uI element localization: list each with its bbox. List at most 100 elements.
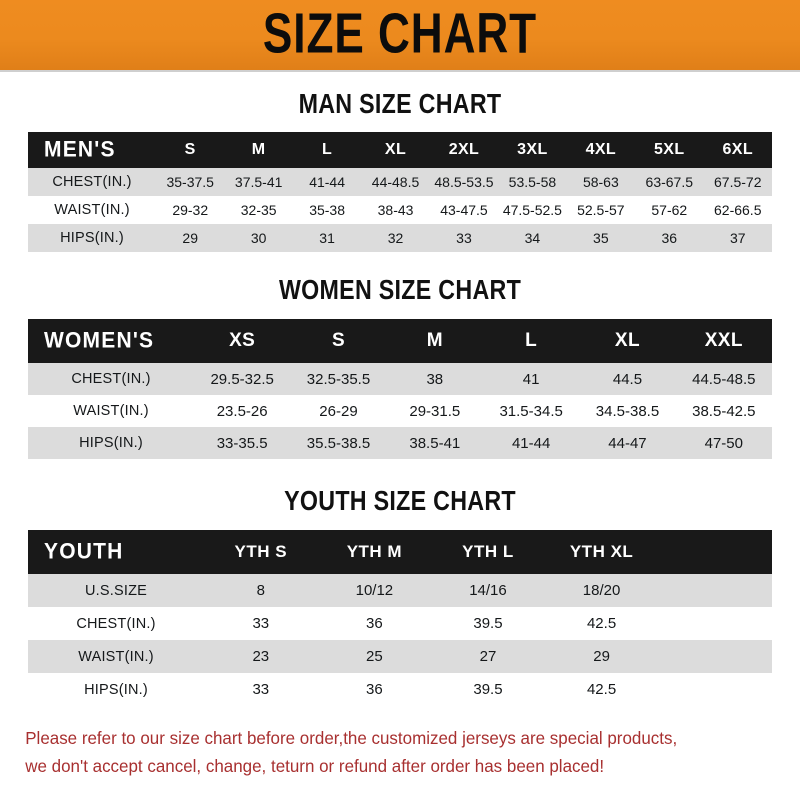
table-cell: 33-35.5: [216, 434, 268, 452]
women-size-table: WOMEN'S XS S M L XL XXL CHEST(IN.) 29.5-…: [28, 319, 772, 459]
table-cell: 67.5-72: [714, 174, 762, 190]
women-col-header: XXL: [704, 330, 743, 351]
table-row: U.S.SIZE 8 10/12 14/16 18/20: [28, 574, 772, 607]
table-cell: 44-47: [608, 434, 647, 452]
order-policy-line-1: Please refer to our size chart before or…: [25, 728, 678, 748]
order-policy-line-2: we don't accept cancel, change, teturn o…: [25, 756, 605, 776]
table-cell: 44.5-48.5: [692, 370, 756, 388]
table-cell: 38-43: [377, 202, 414, 218]
table-cell: 44.5: [612, 370, 643, 388]
table-cell: 29: [593, 648, 610, 665]
women-col-header: XL: [614, 330, 641, 351]
table-cell: 48.5-53.5: [434, 174, 494, 190]
section-title-man: MAN SIZE CHART: [298, 88, 502, 120]
man-col-header: 3XL: [517, 141, 548, 158]
table-cell: 37.5-41: [234, 174, 283, 190]
table-row: HIPS(IN.) 29 30 31 32 33 34 35 36 37: [28, 224, 772, 252]
table-row: HIPS(IN.) 33 36 39.5 42.5: [28, 673, 772, 706]
table-cell: 26-29: [319, 402, 358, 420]
table-cell: 41: [522, 370, 540, 388]
row-label: U.S.SIZE: [84, 582, 148, 599]
table-header-row: MEN'S S M L XL 2XL 3XL 4XL 5XL 6XL: [28, 132, 772, 168]
table-row: WAIST(IN.) 23.5-26 26-29 29-31.5 31.5-34…: [28, 395, 772, 427]
table-cell: 39.5: [473, 681, 503, 698]
table-cell: 32-35: [240, 202, 277, 218]
table-cell: 52.5-57: [577, 202, 625, 218]
size-chart-banner: SIZE CHART: [0, 0, 800, 72]
man-col-header: 4XL: [585, 141, 617, 158]
table-row: CHEST(IN.) 29.5-32.5 32.5-35.5 38 41 44.…: [28, 363, 772, 395]
man-col-header: L: [322, 141, 333, 158]
women-corner-label: WOMEN'S: [44, 328, 155, 353]
table-cell: 29-32: [172, 202, 209, 218]
row-label: HIPS(IN.): [60, 230, 124, 246]
section-title-women: WOMEN SIZE CHART: [278, 274, 522, 306]
table-cell: 63-67.5: [645, 174, 694, 190]
youth-table-body: U.S.SIZE 8 10/12 14/16 18/20 CHEST(IN.) …: [28, 574, 772, 706]
table-cell: 39.5: [473, 615, 503, 632]
table-cell: 18/20: [582, 582, 621, 599]
table-cell: 29-31.5: [409, 402, 461, 420]
table-cell: 34: [524, 230, 541, 246]
row-label: HIPS(IN.): [84, 681, 148, 698]
women-col-header: XS: [229, 330, 256, 351]
women-col-header: S: [331, 330, 346, 351]
table-row: WAIST(IN.) 29-32 32-35 35-38 38-43 43-47…: [28, 196, 772, 224]
youth-col-header: YTH L: [462, 542, 514, 561]
order-policy-note: Please refer to our size chart before or…: [0, 724, 776, 780]
table-cell: 29: [182, 230, 198, 246]
youth-col-header: YTH XL: [569, 542, 634, 561]
table-cell: 62-66.5: [714, 202, 762, 218]
table-header-row: WOMEN'S XS S M L XL XXL: [28, 319, 772, 363]
table-cell: 36: [366, 615, 383, 632]
table-cell: 14/16: [469, 582, 507, 599]
table-cell: 33: [252, 681, 270, 698]
table-cell: 42.5: [586, 681, 617, 698]
youth-col-spacer: [658, 530, 772, 574]
table-cell: 23: [252, 648, 270, 665]
table-cell: 23.5-26: [216, 402, 268, 420]
table-cell: 29.5-32.5: [210, 370, 274, 388]
table-cell: 32: [387, 230, 404, 246]
youth-col-header: YTH M: [346, 542, 403, 561]
table-row: CHEST(IN.) 35-37.5 37.5-41 41-44 44-48.5…: [28, 168, 772, 196]
table-cell: 42.5: [586, 615, 617, 632]
table-cell: 31.5-34.5: [499, 402, 563, 420]
table-cell: 58-63: [582, 174, 619, 190]
man-col-header: 2XL: [448, 141, 480, 158]
table-cell: 32.5-35.5: [306, 370, 371, 388]
table-cell: 34.5-38.5: [595, 402, 660, 420]
table-cell: 47-50: [704, 434, 743, 452]
man-corner-label: MEN'S: [44, 137, 116, 162]
table-cell: 35.5-38.5: [306, 434, 371, 452]
man-col-header: S: [184, 141, 196, 158]
table-cell: 37: [729, 230, 746, 246]
table-cell: 43-47.5: [440, 202, 488, 218]
row-label: WAIST(IN.): [54, 202, 130, 218]
table-cell: 41-44: [511, 434, 551, 452]
women-table-header: WOMEN'S XS S M L XL XXL: [28, 319, 772, 363]
man-table-header: MEN'S S M L XL 2XL 3XL 4XL 5XL 6XL: [28, 132, 772, 168]
table-cell: 25: [366, 648, 383, 665]
table-cell: 33: [456, 230, 472, 246]
table-row: CHEST(IN.) 33 36 39.5 42.5: [28, 607, 772, 640]
table-cell: 38.5-42.5: [692, 402, 756, 420]
table-cell: 47.5-52.5: [502, 202, 562, 218]
women-table-body: CHEST(IN.) 29.5-32.5 32.5-35.5 38 41 44.…: [28, 363, 772, 459]
page-title: SIZE CHART: [262, 3, 538, 66]
women-col-header: L: [525, 330, 538, 351]
youth-col-header: YTH S: [234, 542, 288, 561]
table-cell: 53.5-58: [508, 174, 557, 190]
table-cell: 35-37.5: [166, 174, 214, 190]
table-cell: 57-62: [651, 202, 688, 218]
man-col-header: 6XL: [722, 141, 754, 158]
table-row: WAIST(IN.) 23 25 27 29: [28, 640, 772, 673]
table-cell: 27: [479, 648, 497, 665]
youth-size-table: YOUTH YTH S YTH M YTH L YTH XL U.S.SIZE …: [28, 530, 772, 706]
table-cell-spacer: [658, 574, 772, 607]
row-label: CHEST(IN.): [52, 174, 132, 190]
table-cell-spacer: [658, 640, 772, 673]
table-cell-spacer: [658, 673, 772, 706]
table-cell: 35: [593, 230, 609, 246]
row-label: WAIST(IN.): [73, 403, 149, 419]
